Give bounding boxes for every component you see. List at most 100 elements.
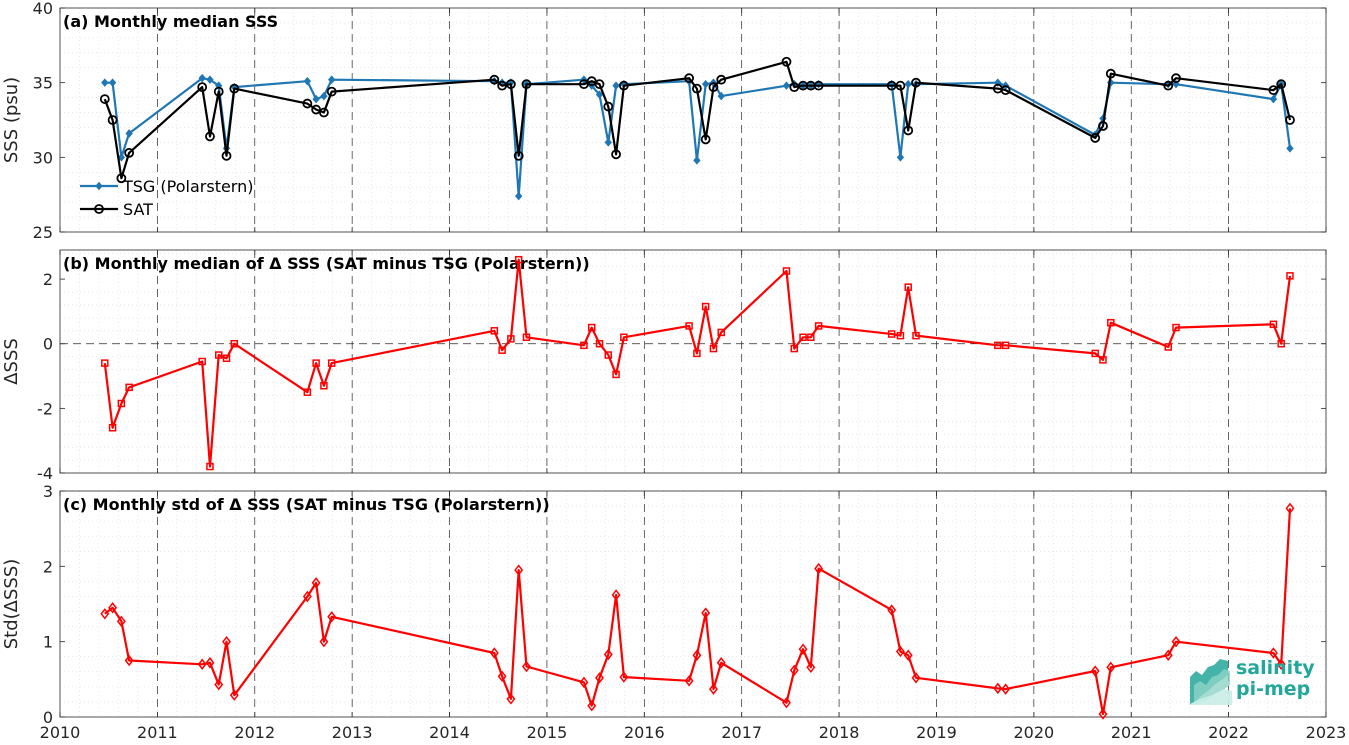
- data-point-square: [514, 255, 523, 264]
- data-point-circle: [302, 98, 313, 109]
- legend-marker: [95, 181, 103, 191]
- data-point-square: [327, 359, 336, 367]
- logo-line1: salinity: [1236, 657, 1315, 679]
- y-tick-label: 25: [33, 223, 53, 242]
- data-point-diamond: [904, 79, 912, 89]
- data-point-diamond: [328, 75, 336, 84]
- series-0: [101, 255, 1294, 471]
- data-point-square: [994, 341, 1002, 350]
- data-point-circle: [1276, 79, 1287, 90]
- data-point-diamond: [1001, 683, 1011, 695]
- data-point-circle: [708, 82, 719, 93]
- panel-c: 0 1 2 3 Std(ΔSSS) (c) Monthly std of Δ SSS (S…: [1, 482, 1327, 727]
- panel-title: (b) Monthly median of Δ SSS (SAT minus T…: [63, 254, 590, 273]
- x-tick-label: 2015: [527, 723, 568, 742]
- data-point-circle: [1098, 121, 1108, 131]
- data-point-square: [709, 344, 718, 353]
- data-point-square: [303, 388, 312, 396]
- data-point-diamond: [693, 156, 701, 165]
- data-point-circle: [489, 74, 500, 85]
- y-axis-label: ΔSSS: [1, 338, 22, 385]
- data-point-circle: [1268, 85, 1279, 96]
- data-point-circle: [781, 56, 792, 67]
- data-point-square: [522, 333, 531, 342]
- data-point-diamond: [798, 643, 808, 655]
- data-point-square: [507, 335, 515, 343]
- data-point-diamond: [595, 90, 604, 99]
- series-line: [103, 60, 1292, 180]
- panel-title: (c) Monthly std of Δ SSS (SAT minus TSG …: [63, 495, 550, 514]
- data-point-circle: [1171, 73, 1181, 84]
- data-point-circle: [229, 83, 240, 94]
- data-point-square: [222, 354, 231, 363]
- data-point-diamond: [108, 78, 117, 87]
- data-point-circle: [213, 86, 224, 97]
- data-point-square: [782, 267, 791, 275]
- data-point-diamond: [709, 683, 718, 695]
- data-point-diamond: [619, 671, 629, 683]
- data-point-circle: [99, 94, 110, 104]
- legend: TSG (Polarstern) SAT: [80, 177, 253, 219]
- data-point-diamond: [612, 81, 620, 90]
- series-line: [104, 508, 1292, 716]
- data-point-square: [799, 333, 807, 342]
- data-point-diamond: [701, 607, 711, 619]
- data-point-square: [912, 331, 920, 340]
- panel-a: 25 30 35 40 SSS (psu) (a) Monthly median SSS T…: [1, 0, 1327, 242]
- data-point-diamond: [312, 94, 320, 104]
- data-point-square: [1001, 341, 1010, 350]
- data-point-square: [595, 339, 604, 348]
- data-point-diamond: [911, 672, 921, 684]
- data-point-diamond: [716, 657, 726, 669]
- y-tick-label: -4: [37, 464, 53, 483]
- data-point-diamond: [789, 664, 799, 677]
- y-tick-label: 35: [33, 74, 53, 93]
- data-point-square: [790, 344, 799, 353]
- data-point-diamond: [214, 678, 224, 691]
- data-point-square: [101, 359, 109, 367]
- data-point-diamond: [108, 602, 118, 614]
- data-point-diamond: [814, 562, 824, 575]
- data-point-diamond: [205, 657, 215, 669]
- data-point-diamond: [197, 658, 207, 670]
- data-point-square: [701, 302, 710, 311]
- data-point-circle: [1163, 80, 1174, 91]
- data-point-square: [198, 357, 206, 366]
- y-tick-label: -2: [37, 399, 53, 418]
- data-point-diamond: [717, 91, 725, 101]
- data-point-circle: [116, 173, 127, 184]
- data-point-diamond: [116, 615, 126, 628]
- x-tick-label: 2023: [1306, 723, 1347, 742]
- data-point-circle: [618, 80, 629, 91]
- data-point-square: [1099, 356, 1107, 364]
- data-point-square: [685, 322, 693, 330]
- y-tick-label: 40: [33, 0, 53, 18]
- legend-marker: [94, 204, 104, 214]
- x-tick-label: 2021: [1111, 723, 1152, 742]
- axes-box: [59, 490, 1327, 718]
- salinity-pi-mep-logo: salinity pi-mep: [1186, 655, 1316, 707]
- data-point-diamond: [587, 699, 597, 712]
- data-point-diamond: [1286, 144, 1294, 153]
- data-point-square: [1107, 318, 1115, 327]
- data-point-diamond: [497, 670, 507, 683]
- data-point-diamond: [522, 660, 531, 673]
- data-point-circle: [684, 73, 695, 84]
- y-tick-label: 2: [43, 270, 53, 289]
- data-point-diamond: [993, 682, 1003, 695]
- x-tick-label: 2010: [40, 723, 81, 742]
- x-tick-label: 2012: [234, 723, 275, 742]
- data-point-square: [904, 283, 912, 291]
- data-point-diamond: [311, 577, 321, 589]
- data-point-square: [1286, 272, 1294, 280]
- y-tick-label: 3: [43, 482, 53, 501]
- data-point-diamond: [579, 676, 589, 689]
- y-tick-label: 30: [33, 148, 53, 167]
- data-point-diamond: [692, 649, 702, 661]
- data-point-diamond: [603, 648, 613, 661]
- data-point-square: [887, 330, 896, 338]
- data-point-circle: [611, 149, 621, 160]
- data-point-square: [1091, 349, 1099, 358]
- data-point-circle: [497, 80, 508, 91]
- axes-box: [59, 249, 1327, 474]
